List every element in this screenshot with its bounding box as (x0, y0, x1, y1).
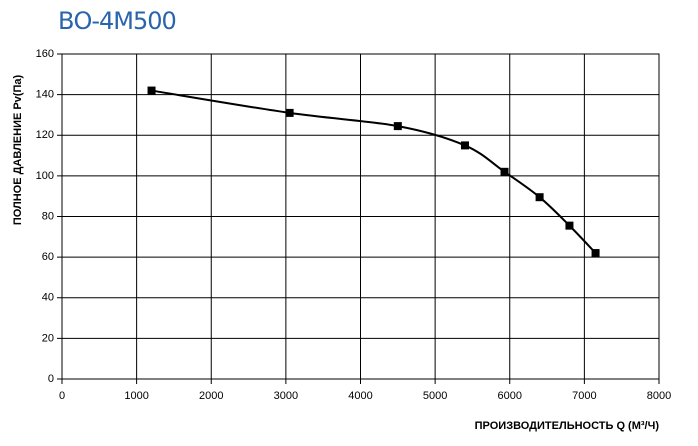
point (460, 141, 469, 150)
point (393, 122, 402, 131)
x-tick-label: 1000 (124, 390, 148, 402)
point (285, 108, 294, 117)
x-tick-label: 7000 (572, 390, 596, 402)
point (500, 167, 509, 176)
point (147, 86, 156, 95)
x-tick-label: 8000 (647, 390, 671, 402)
point (535, 193, 544, 202)
chart-title: ВО-4М500 (58, 7, 176, 35)
y-tick-label: 60 (42, 251, 54, 263)
series-line (151, 89, 597, 254)
x-axis-label: ПРОИЗВОДИТЕЛЬНОСТЬ Q (М³/Ч) (475, 420, 660, 432)
y-tick-label: 160 (36, 48, 54, 60)
x-tick-label: 3000 (274, 390, 298, 402)
plot-frame (61, 53, 660, 380)
x-tick-label: 2000 (199, 390, 223, 402)
x-tick-label: 4000 (348, 390, 372, 402)
y-tick-label: 140 (36, 89, 54, 101)
point (591, 249, 600, 258)
y-tick-label: 0 (48, 373, 54, 385)
x-tick-label: 6000 (498, 390, 522, 402)
y-tick-label: 120 (36, 129, 54, 141)
y-tick-label: 100 (36, 170, 54, 182)
point (565, 221, 574, 230)
y-axis-label: ПОЛНОЕ ДАВЛЕНИЕ Pv(Па) (12, 74, 24, 225)
x-tick-label: 0 (59, 390, 65, 402)
x-tick-label: 5000 (423, 390, 447, 402)
y-tick-label: 20 (42, 332, 54, 344)
y-tick-label: 80 (42, 210, 54, 222)
y-tick-label: 40 (42, 292, 54, 304)
